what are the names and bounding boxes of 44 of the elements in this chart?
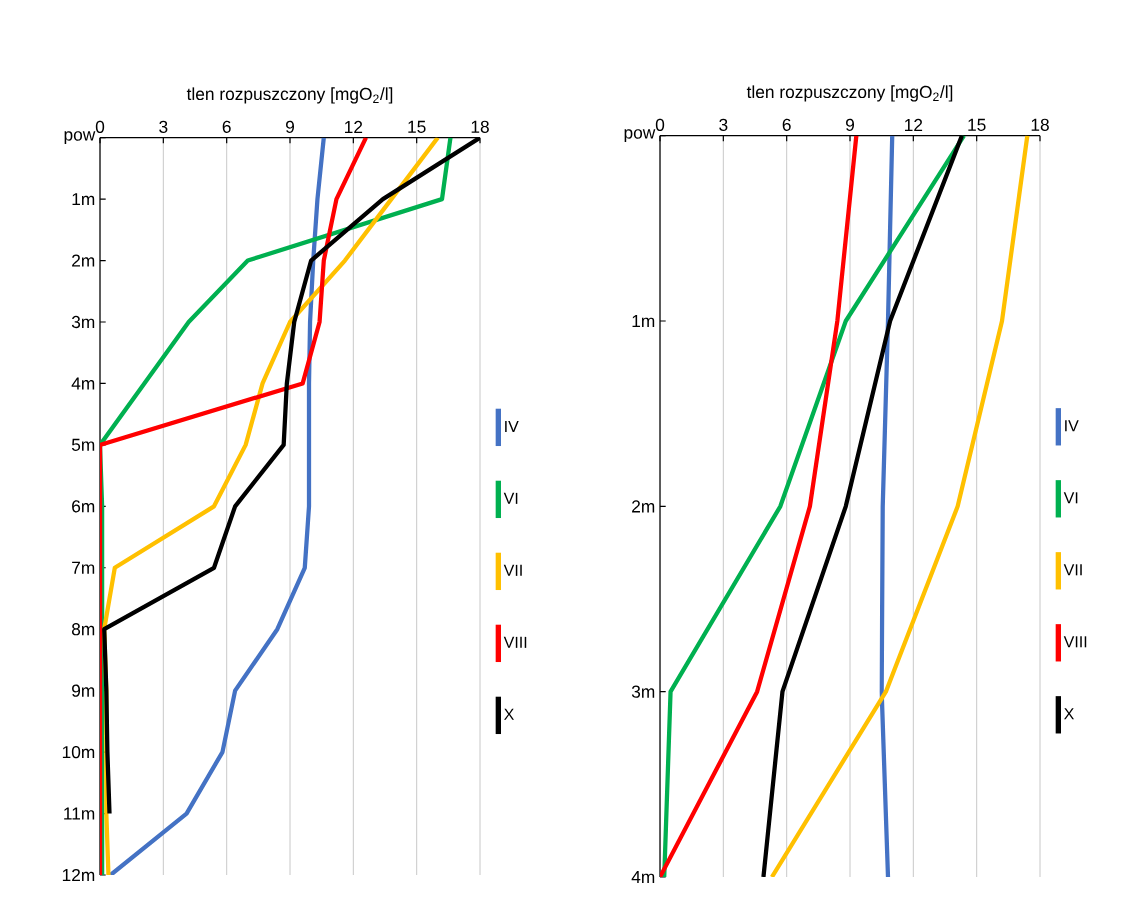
legend-label: VIII (503, 636, 527, 648)
legend-label: IV (1065, 420, 1079, 432)
y-tick-label: 3m (71, 315, 95, 329)
x-tick-label: 12 (905, 118, 923, 131)
x-tick-label: 0 (95, 120, 105, 133)
x-tick-label: 9 (846, 118, 855, 131)
legend-label: VII (503, 564, 522, 576)
y-tick-label: 3m (631, 685, 655, 698)
x-tick-label: 0 (655, 118, 665, 131)
legend-label: VII (1063, 564, 1082, 576)
y-tick-label: 8m (71, 623, 95, 636)
y-tick-label: 5m (71, 438, 95, 451)
legend-label: VI (503, 492, 518, 504)
y-tick-label: 4m (631, 871, 655, 883)
y-tick-label: 1m (632, 315, 655, 327)
y-tick-label: 7m (72, 561, 95, 574)
x-tick-label: 18 (1031, 118, 1049, 131)
legend-label: X (1064, 708, 1074, 720)
y-tick-label: 4m (71, 377, 95, 390)
y-tick-label: 9m (72, 684, 95, 697)
x-tick-label: 9 (286, 120, 295, 133)
x-tick-label: 15 (408, 120, 426, 133)
x-tick-label: 18 (471, 120, 489, 133)
x-tick-label: 3 (159, 120, 168, 133)
x-axis-title: tlen rozpuszczony [mgO$_{2}$/l] (746, 85, 953, 102)
x-tick-label: 6 (782, 118, 791, 131)
y-tick-label: 2m (632, 500, 655, 513)
x-tick-label: 12 (345, 120, 363, 133)
y-tick-label: 6m (72, 500, 95, 513)
x-tick-label: 15 (968, 118, 986, 131)
legend-label: X (504, 708, 514, 720)
y-tick-label: 11m (64, 807, 95, 820)
y-tick-label: pow (64, 131, 96, 145)
y-tick-label: 10m (62, 745, 95, 759)
legend-label: VIII (1063, 636, 1087, 648)
legend-label: VI (1063, 492, 1078, 504)
x-tick-label: 3 (719, 118, 728, 131)
y-tick-label: 2m (72, 254, 95, 267)
x-axis-title: tlen rozpuszczony [mgO$_{2}$/l] (186, 87, 393, 104)
x-tick-label: 6 (222, 120, 231, 133)
y-tick-label: 1m (72, 193, 95, 206)
y-tick-label: pow (624, 129, 656, 143)
y-tick-label: 12m (62, 868, 95, 882)
legend-label: IV (505, 420, 519, 432)
